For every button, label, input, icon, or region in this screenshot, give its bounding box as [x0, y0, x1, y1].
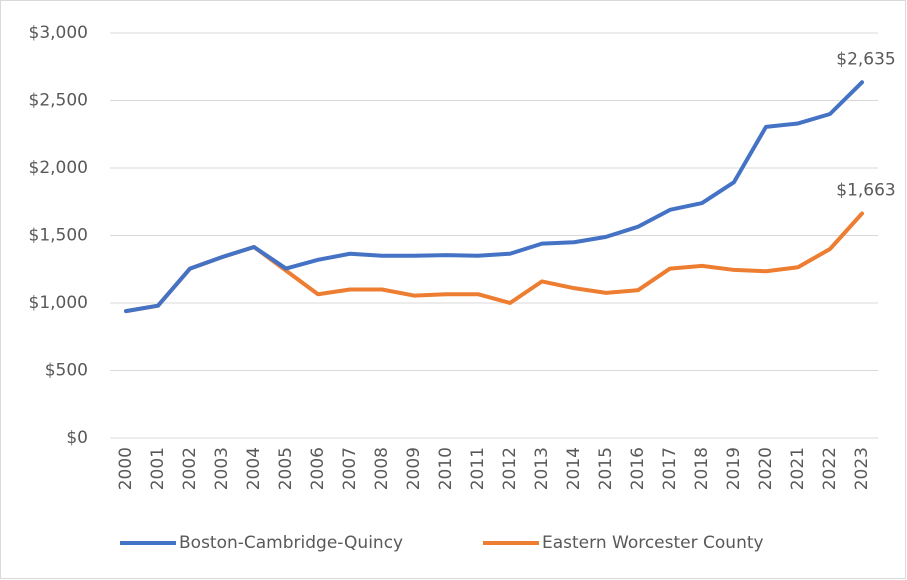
x-tick-label: 2018 [692, 447, 712, 490]
x-tick-label: 2016 [628, 447, 648, 490]
x-tick-label: 2012 [500, 447, 520, 490]
x-tick-label: 2002 [180, 447, 200, 490]
x-tick-label: 2023 [852, 447, 872, 490]
data-label: $1,663 [836, 180, 895, 200]
x-tick-label: 2005 [276, 447, 296, 490]
x-tick-label: 2007 [340, 447, 360, 490]
x-tick-label: 2015 [596, 447, 616, 490]
x-tick-label: 2010 [436, 447, 456, 490]
x-tick-label: 2000 [116, 447, 136, 490]
x-tick-label: 2004 [244, 447, 264, 490]
y-tick-label: $1,500 [29, 226, 88, 246]
x-tick-label: 2021 [788, 447, 808, 490]
x-tick-label: 2020 [756, 447, 776, 490]
x-tick-label: 2001 [148, 447, 168, 490]
x-tick-label: 2008 [372, 447, 392, 490]
x-tick-label: 2011 [468, 447, 488, 490]
x-tick-label: 2006 [308, 447, 328, 490]
x-tick-label: 2009 [404, 447, 424, 490]
x-tick-label: 2003 [212, 447, 232, 490]
x-tick-label: 2017 [660, 447, 680, 490]
y-tick-label: $2,000 [29, 158, 88, 178]
x-tick-label: 2019 [724, 447, 744, 490]
x-tick-label: 2014 [564, 447, 584, 490]
y-tick-label: $2,500 [29, 91, 88, 111]
legend-label: Boston-Cambridge-Quincy [179, 533, 403, 553]
y-tick-label: $0 [66, 428, 88, 448]
y-tick-label: $500 [45, 361, 88, 381]
x-tick-label: 2022 [820, 447, 840, 490]
x-tick-label: 2013 [532, 447, 552, 490]
legend-label: Eastern Worcester County [542, 533, 764, 553]
series-line [124, 80, 864, 314]
data-label: $2,635 [836, 49, 895, 69]
y-tick-label: $1,000 [29, 293, 88, 313]
y-tick-label: $3,000 [29, 23, 88, 43]
